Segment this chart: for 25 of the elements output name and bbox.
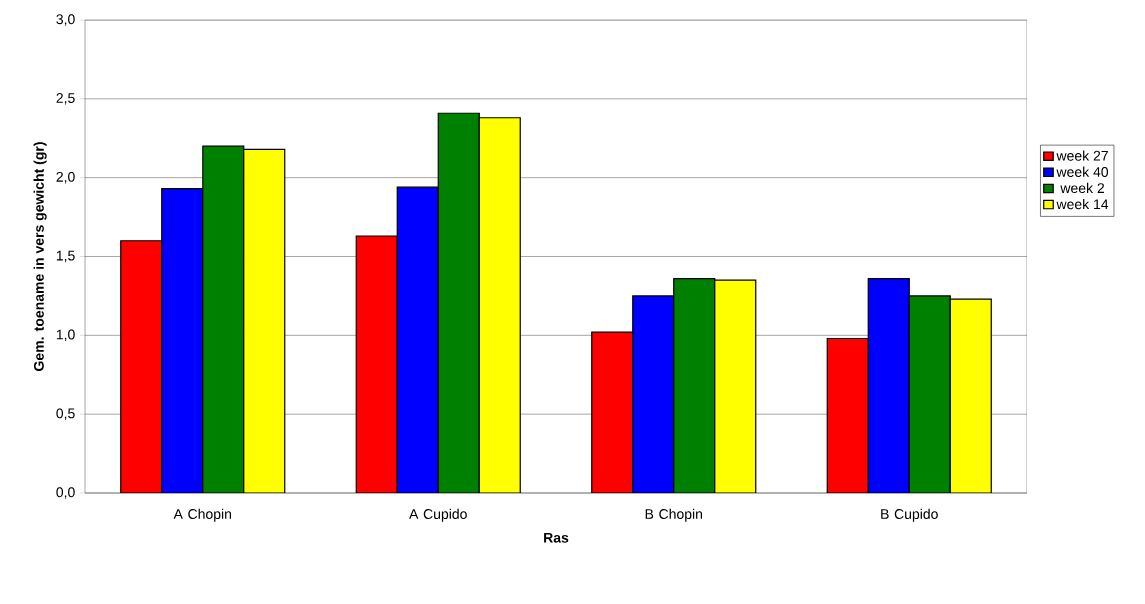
bar [714, 279, 757, 493]
bar [355, 235, 398, 493]
legend-label: week 2 [1060, 182, 1104, 194]
y-tick-label: 2,0 [56, 171, 75, 184]
bar [478, 117, 521, 493]
legend-label: week 27 [1056, 150, 1108, 161]
y-tick-label: 0,5 [56, 408, 75, 420]
y-axis-title: Gem. toename in vers gewicht (gr) [33, 142, 47, 371]
y-tick-label: 1,5 [56, 250, 75, 263]
bar [243, 148, 286, 493]
x-tick-label: B Chopin [645, 508, 703, 522]
y-tick-label: 1,0 [56, 329, 75, 342]
x-tick-label: B Cupido [881, 508, 938, 522]
bar [949, 298, 992, 493]
legend-label: week 14 [1056, 198, 1109, 210]
bar [826, 337, 869, 493]
y-tick-label: 2,5 [56, 93, 75, 105]
bar [591, 331, 634, 493]
x-axis-title: Ras [544, 532, 569, 543]
x-tick-label: A Cupido [409, 508, 467, 522]
y-tick-label: 3,0 [56, 14, 75, 26]
y-tick-label: 0,0 [56, 487, 75, 499]
bar [120, 240, 163, 493]
legend-label: week 40 [1056, 166, 1109, 177]
x-tick-label: A Chopin [173, 508, 232, 522]
